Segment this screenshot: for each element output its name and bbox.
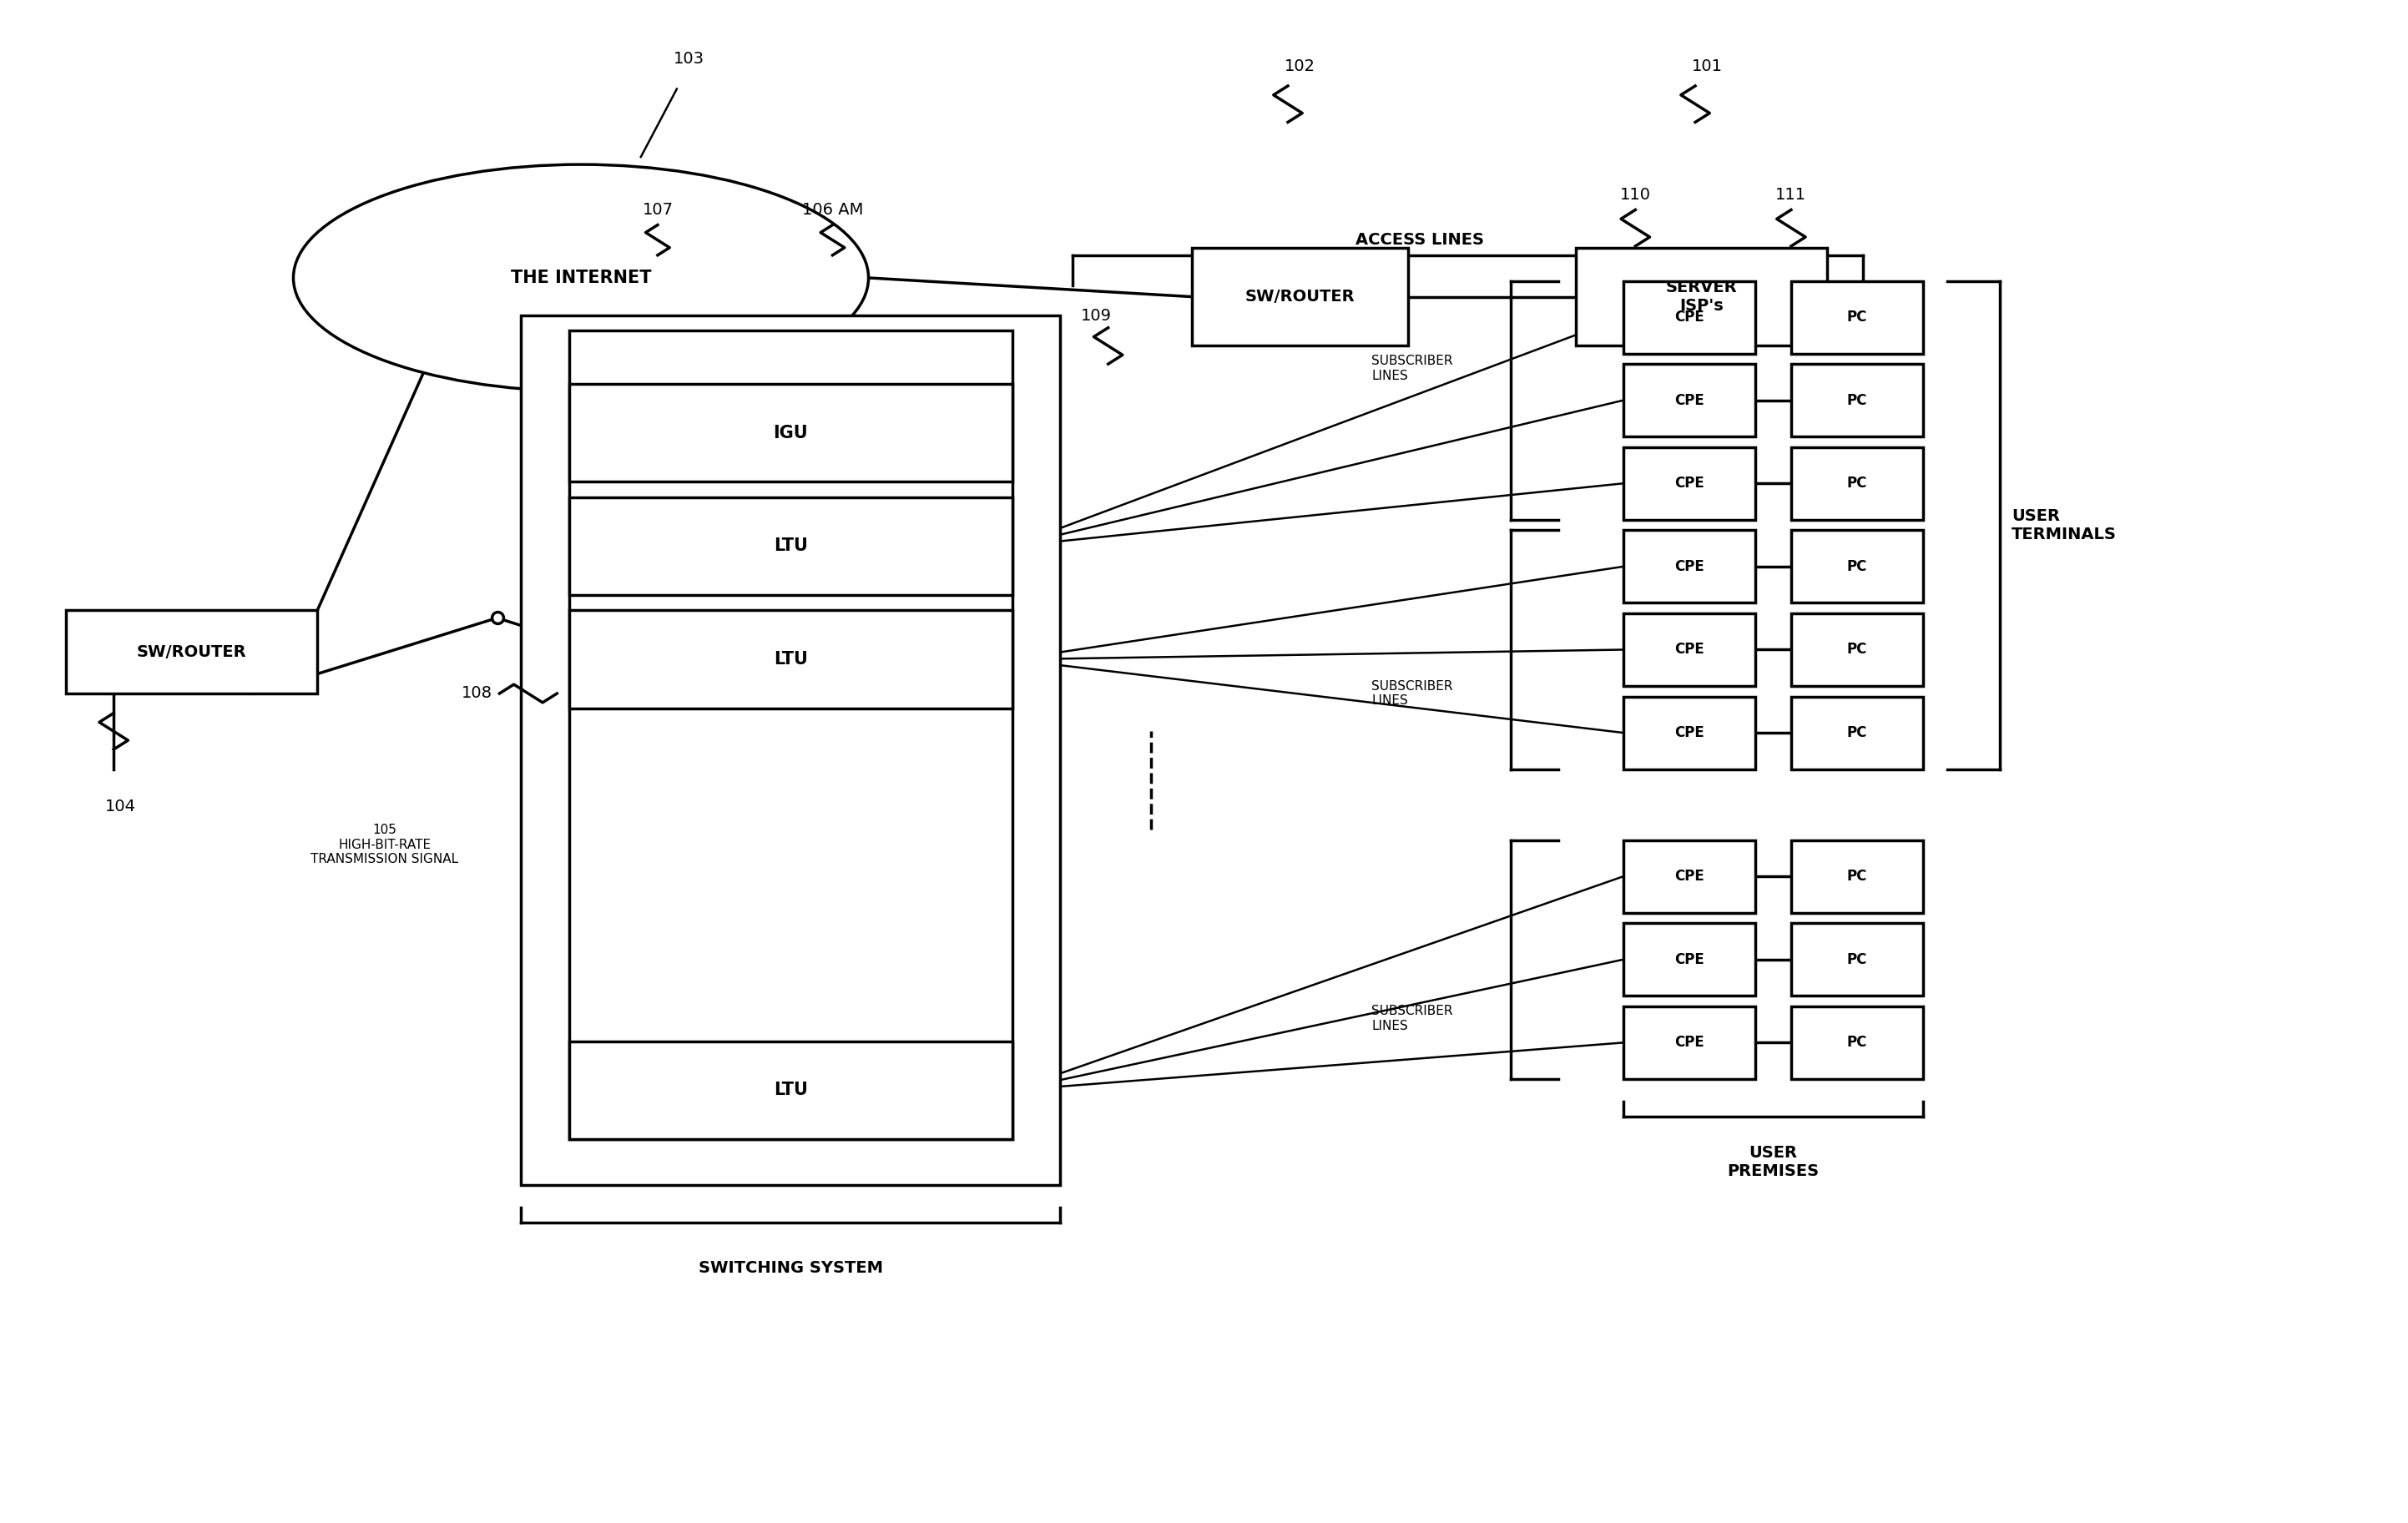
Bar: [1792, 530, 1924, 603]
Bar: [568, 611, 1011, 708]
Text: SW/ROUTER: SW/ROUTER: [1245, 289, 1356, 305]
Bar: [1792, 696, 1924, 769]
Text: 106 AM: 106 AM: [802, 203, 862, 218]
Text: 102: 102: [1283, 58, 1315, 75]
Text: THE INTERNET: THE INTERNET: [510, 270, 650, 286]
Text: SW/ROUTER: SW/ROUTER: [137, 644, 246, 659]
Text: PC: PC: [1847, 952, 1866, 967]
Text: PC: PC: [1847, 393, 1866, 408]
Text: CPE: CPE: [1674, 559, 1705, 574]
Text: 110: 110: [1621, 187, 1652, 203]
Text: CPE: CPE: [1674, 868, 1705, 883]
Text: 105
HIGH-BIT-RATE
TRANSMISSION SIGNAL: 105 HIGH-BIT-RATE TRANSMISSION SIGNAL: [311, 824, 458, 865]
Text: CPE: CPE: [1674, 475, 1705, 490]
Ellipse shape: [294, 164, 869, 391]
Text: USER
TERMINALS: USER TERMINALS: [2011, 507, 2117, 542]
Bar: [1792, 364, 1924, 437]
Text: ACCESS LINES: ACCESS LINES: [1356, 231, 1483, 248]
Bar: [1792, 448, 1924, 519]
Text: CPE: CPE: [1674, 1036, 1705, 1051]
Text: PC: PC: [1847, 643, 1866, 656]
Text: SUBSCRIBER
LINES: SUBSCRIBER LINES: [1373, 1005, 1452, 1033]
Text: LTU: LTU: [773, 1081, 807, 1098]
Text: CPE: CPE: [1674, 952, 1705, 967]
Text: PC: PC: [1847, 309, 1866, 324]
Bar: [520, 315, 1060, 1185]
Text: SWITCHING SYSTEM: SWITCHING SYSTEM: [698, 1260, 884, 1276]
Text: 111: 111: [1775, 187, 1806, 203]
Text: SUBSCRIBER
LINES: SUBSCRIBER LINES: [1373, 679, 1452, 707]
Text: 104: 104: [106, 800, 137, 815]
Bar: [1623, 614, 1755, 685]
Text: LTU: LTU: [773, 652, 807, 667]
Text: CPE: CPE: [1674, 309, 1705, 324]
Bar: [1792, 1007, 1924, 1078]
Bar: [1623, 696, 1755, 769]
Bar: [1792, 614, 1924, 685]
Text: LTU: LTU: [773, 538, 807, 554]
Bar: [1623, 923, 1755, 996]
Bar: [1575, 248, 1828, 346]
Text: SUBSCRIBER
LINES: SUBSCRIBER LINES: [1373, 355, 1452, 382]
Text: 109: 109: [1081, 308, 1112, 323]
Bar: [568, 384, 1011, 481]
Text: SERVER
ISP's: SERVER ISP's: [1666, 280, 1736, 314]
Bar: [1623, 448, 1755, 519]
Bar: [568, 496, 1011, 595]
Text: PC: PC: [1847, 475, 1866, 490]
Text: 103: 103: [674, 50, 703, 67]
Bar: [1623, 1007, 1755, 1078]
Text: CPE: CPE: [1674, 393, 1705, 408]
Text: CPE: CPE: [1674, 725, 1705, 740]
Bar: [1792, 841, 1924, 912]
Text: PC: PC: [1847, 725, 1866, 740]
Bar: [568, 1042, 1011, 1139]
Text: CPE: CPE: [1674, 643, 1705, 656]
Text: PC: PC: [1847, 868, 1866, 883]
Bar: [568, 330, 1011, 1139]
Text: PC: PC: [1847, 559, 1866, 574]
Bar: [1623, 280, 1755, 353]
Text: 107: 107: [643, 203, 674, 218]
Text: IGU: IGU: [773, 425, 809, 442]
Text: 101: 101: [1693, 58, 1722, 75]
Text: 108: 108: [462, 685, 491, 702]
Bar: [65, 611, 318, 693]
Bar: [1623, 530, 1755, 603]
Text: USER
PREMISES: USER PREMISES: [1727, 1145, 1818, 1179]
Bar: [1792, 923, 1924, 996]
Bar: [1192, 248, 1409, 346]
Bar: [1623, 841, 1755, 912]
Bar: [1623, 364, 1755, 437]
Bar: [1792, 280, 1924, 353]
Text: PC: PC: [1847, 1036, 1866, 1051]
